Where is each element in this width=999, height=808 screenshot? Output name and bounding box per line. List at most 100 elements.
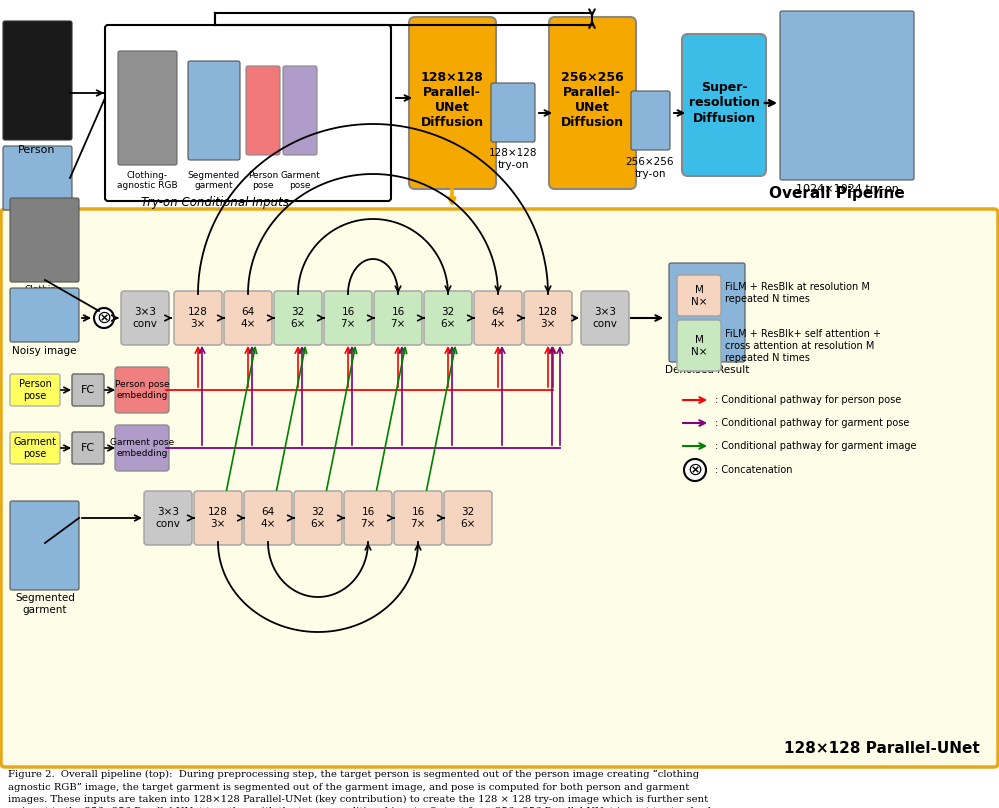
- Text: 3×3
conv: 3×3 conv: [156, 507, 181, 528]
- Text: : Conditional pathway for garment pose: : Conditional pathway for garment pose: [715, 418, 909, 428]
- FancyBboxPatch shape: [72, 374, 104, 406]
- FancyBboxPatch shape: [444, 491, 492, 545]
- Text: 3×3
conv: 3×3 conv: [133, 307, 158, 329]
- Text: FC: FC: [81, 443, 95, 453]
- Text: : Conditional pathway for person pose: : Conditional pathway for person pose: [715, 395, 901, 405]
- Text: 128
3×: 128 3×: [188, 307, 208, 329]
- Text: Noisy image: Noisy image: [12, 346, 77, 356]
- FancyBboxPatch shape: [780, 11, 914, 180]
- FancyBboxPatch shape: [274, 291, 322, 345]
- Text: Figure 2.  Overall pipeline (top):  During preprocessing step, the target person: Figure 2. Overall pipeline (top): During…: [8, 770, 699, 780]
- Text: 128
3×: 128 3×: [538, 307, 557, 329]
- FancyBboxPatch shape: [631, 91, 670, 150]
- Text: Garment: Garment: [12, 214, 62, 224]
- FancyBboxPatch shape: [294, 491, 342, 545]
- Text: Person
pose: Person pose: [19, 379, 51, 401]
- FancyBboxPatch shape: [115, 425, 169, 471]
- Text: ⊗: ⊗: [687, 461, 702, 479]
- Text: M
N×: M N×: [690, 285, 707, 307]
- FancyBboxPatch shape: [3, 21, 72, 140]
- Text: 3×3
conv: 3×3 conv: [592, 307, 617, 329]
- FancyBboxPatch shape: [144, 491, 192, 545]
- Text: Garment
pose: Garment pose: [280, 171, 320, 191]
- FancyBboxPatch shape: [10, 432, 60, 464]
- Text: ⊗: ⊗: [97, 309, 112, 327]
- Text: 16
7×: 16 7×: [341, 307, 356, 329]
- Text: Person
pose: Person pose: [248, 171, 278, 191]
- Text: 1024×1024 try-on: 1024×1024 try-on: [795, 184, 898, 194]
- Text: 16
7×: 16 7×: [411, 507, 426, 528]
- FancyBboxPatch shape: [118, 51, 177, 165]
- Text: 64
4×: 64 4×: [491, 307, 505, 329]
- FancyBboxPatch shape: [524, 291, 572, 345]
- FancyBboxPatch shape: [105, 25, 391, 201]
- Text: 32
6×: 32 6×: [461, 507, 476, 528]
- Text: Clothing-
agnostic RGB: Clothing- agnostic RGB: [117, 171, 177, 191]
- Text: 16
7×: 16 7×: [361, 507, 376, 528]
- FancyBboxPatch shape: [3, 146, 72, 210]
- Text: 64
4×: 64 4×: [241, 307, 256, 329]
- FancyBboxPatch shape: [409, 17, 496, 189]
- FancyBboxPatch shape: [244, 491, 292, 545]
- FancyBboxPatch shape: [374, 291, 422, 345]
- FancyBboxPatch shape: [682, 34, 766, 176]
- Text: images. These inputs are taken into 128×128 Parallel-UNet (key contribution) to : images. These inputs are taken into 128×…: [8, 795, 708, 804]
- Text: 32
6×: 32 6×: [311, 507, 326, 528]
- FancyBboxPatch shape: [72, 432, 104, 464]
- FancyBboxPatch shape: [1, 209, 998, 767]
- FancyBboxPatch shape: [474, 291, 522, 345]
- Text: Clothing-
agnostic RGB: Clothing- agnostic RGB: [15, 285, 75, 305]
- FancyBboxPatch shape: [115, 367, 169, 413]
- Text: 64
4×: 64 4×: [261, 507, 276, 528]
- Text: 32
6×: 32 6×: [291, 307, 306, 329]
- Circle shape: [684, 459, 706, 481]
- FancyBboxPatch shape: [677, 275, 721, 316]
- Text: 128×128 Parallel-UNet: 128×128 Parallel-UNet: [784, 741, 980, 756]
- FancyBboxPatch shape: [344, 491, 392, 545]
- FancyBboxPatch shape: [10, 501, 79, 590]
- FancyBboxPatch shape: [581, 291, 629, 345]
- FancyBboxPatch shape: [669, 263, 745, 362]
- FancyBboxPatch shape: [10, 374, 60, 406]
- FancyBboxPatch shape: [10, 198, 79, 282]
- Text: Segmented
garment: Segmented garment: [15, 593, 75, 615]
- Text: : Conditional pathway for garment image: : Conditional pathway for garment image: [715, 441, 916, 451]
- Text: 128×128
Parallel-
UNet
Diffusion: 128×128 Parallel- UNet Diffusion: [421, 71, 484, 129]
- Text: Garment
pose: Garment pose: [14, 437, 57, 459]
- Text: 16
7×: 16 7×: [391, 307, 406, 329]
- FancyBboxPatch shape: [246, 66, 280, 155]
- FancyBboxPatch shape: [174, 291, 222, 345]
- Text: 128
3×: 128 3×: [208, 507, 228, 528]
- FancyBboxPatch shape: [10, 288, 79, 342]
- Text: FC: FC: [81, 385, 95, 395]
- Text: Overall Pipeline: Overall Pipeline: [769, 186, 905, 201]
- FancyBboxPatch shape: [549, 17, 636, 189]
- Text: 128×128
try-on: 128×128 try-on: [489, 148, 537, 170]
- Text: 256×256
Parallel-
UNet
Diffusion: 256×256 Parallel- UNet Diffusion: [560, 71, 623, 129]
- FancyBboxPatch shape: [188, 61, 240, 160]
- Text: Super-
resolution
Diffusion: Super- resolution Diffusion: [688, 82, 759, 124]
- FancyBboxPatch shape: [424, 291, 472, 345]
- FancyBboxPatch shape: [677, 320, 721, 371]
- FancyBboxPatch shape: [283, 66, 317, 155]
- Text: Garment pose
embedding: Garment pose embedding: [110, 438, 174, 457]
- Text: agnostic RGB” image, the target garment is segmented out of the garment image, a: agnostic RGB” image, the target garment …: [8, 782, 689, 792]
- Text: Segmented
garment: Segmented garment: [188, 171, 240, 191]
- FancyBboxPatch shape: [194, 491, 242, 545]
- Text: : Concatenation: : Concatenation: [715, 465, 792, 475]
- Text: Person pose
embedding: Person pose embedding: [115, 381, 169, 400]
- FancyBboxPatch shape: [324, 291, 372, 345]
- FancyBboxPatch shape: [121, 291, 169, 345]
- Circle shape: [94, 308, 114, 328]
- Text: FiLM + ResBlk at resolution M
repeated N times: FiLM + ResBlk at resolution M repeated N…: [725, 282, 870, 304]
- Text: Denoised Result: Denoised Result: [664, 365, 749, 375]
- FancyBboxPatch shape: [491, 83, 535, 142]
- FancyBboxPatch shape: [224, 291, 272, 345]
- FancyBboxPatch shape: [394, 491, 442, 545]
- Text: FiLM + ResBlk+ self attention +
cross attention at resolution M
repeated N times: FiLM + ResBlk+ self attention + cross at…: [725, 330, 881, 363]
- Text: M
N×: M N×: [690, 335, 707, 357]
- Text: Person: Person: [18, 145, 56, 155]
- Text: 256×256
try-on: 256×256 try-on: [625, 157, 674, 179]
- Text: Try-on Conditional Inputs: Try-on Conditional Inputs: [141, 196, 289, 209]
- Text: 32
6×: 32 6×: [441, 307, 456, 329]
